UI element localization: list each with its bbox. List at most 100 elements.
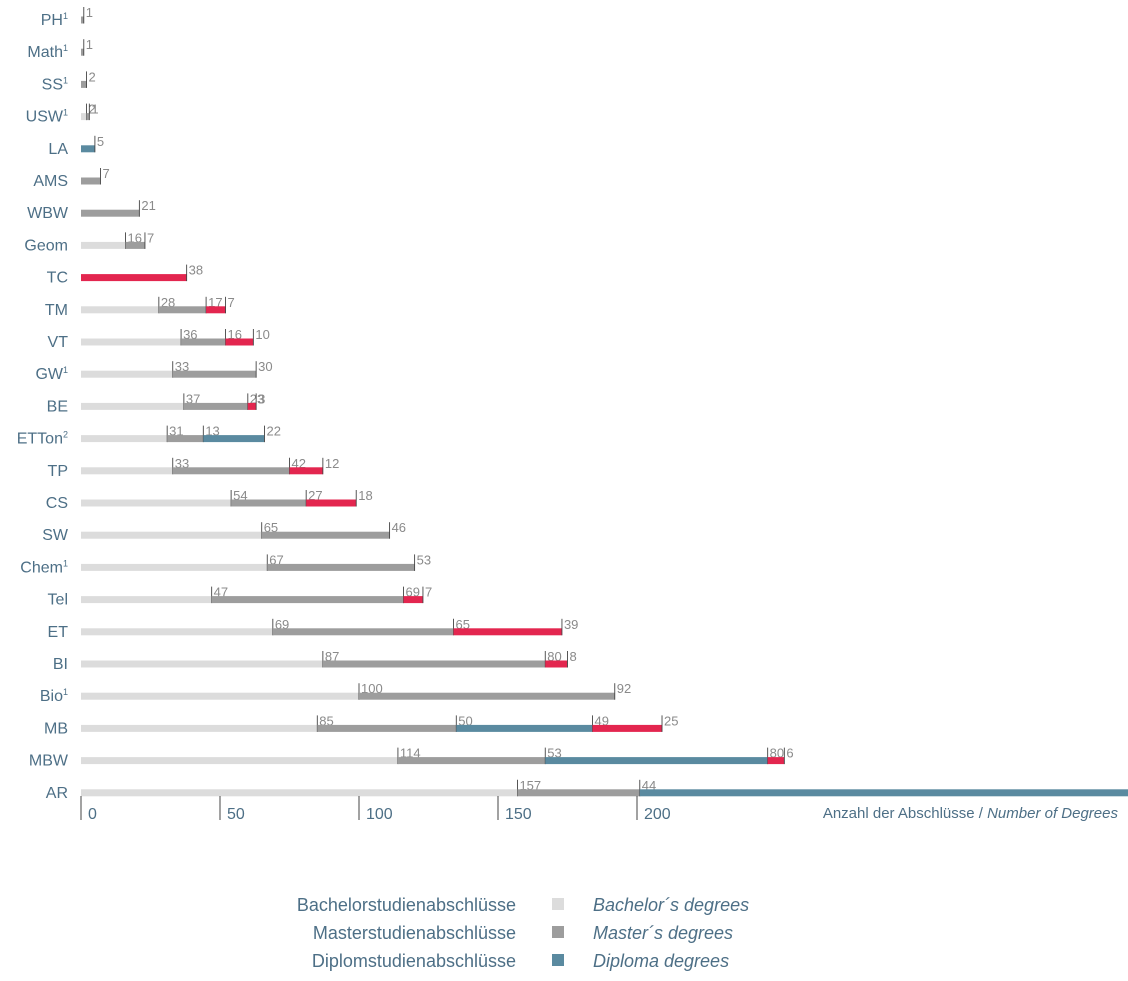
bar-segment-bachelor xyxy=(81,435,168,443)
x-tick-label: 200 xyxy=(644,806,671,823)
category-label: ET xyxy=(48,624,69,641)
category-label: AMS xyxy=(33,173,68,190)
legend-label-en: Master´s degrees xyxy=(593,923,733,943)
value-label-bachelor: 31 xyxy=(169,424,183,439)
value-label-bachelor: 65 xyxy=(264,520,278,535)
bar-segment-doctoral xyxy=(453,628,562,636)
bar-segment-bachelor xyxy=(81,467,173,475)
bar-row-ph: PH1 1 xyxy=(41,5,93,29)
value-label-doctoral: 39 xyxy=(564,617,578,632)
category-label: USW1 xyxy=(26,108,68,126)
value-label-bachelor: 47 xyxy=(214,585,228,600)
category-label: LA xyxy=(48,141,68,158)
bar-segment-bachelor xyxy=(81,724,318,732)
bar-row-usw: USW1 21 xyxy=(26,102,99,126)
value-label-diploma: 49 xyxy=(595,713,609,728)
bar-segment-master xyxy=(172,467,290,475)
value-label-bachelor: 33 xyxy=(175,456,189,471)
bar-row-etton: ETTon2 31 13 22 xyxy=(17,424,281,448)
bar-segment-bachelor xyxy=(81,563,268,571)
category-label: CS xyxy=(46,495,68,512)
category-label: TP xyxy=(48,463,68,480)
x-axis: 0 50 100 150 200 Anzahl der Abschlüsse / Numb… xyxy=(80,796,1118,823)
category-label: BE xyxy=(47,398,68,415)
value-label-bachelor: 67 xyxy=(269,552,283,567)
bar-row-chem: Chem1 67 53 xyxy=(20,552,431,576)
bar-segment-master xyxy=(317,724,457,732)
bar-segment-diploma xyxy=(81,145,95,153)
value-label-bachelor: 87 xyxy=(325,649,339,664)
bar-row-tp: TP 33 42 12 xyxy=(48,456,340,480)
value-label-master: 42 xyxy=(292,456,306,471)
bar-segment-bachelor xyxy=(81,692,359,700)
bar-row-bio: Bio1 100 92 xyxy=(40,681,631,705)
value-label-doctoral: 7 xyxy=(425,585,432,600)
value-label-master: 21 xyxy=(141,198,155,213)
value-label-master: 65 xyxy=(456,617,470,632)
value-label-master: 27 xyxy=(308,488,322,503)
value-label-master: 2 xyxy=(89,69,96,84)
bar-row-be: BE 37 233 xyxy=(47,391,266,415)
legend-label-en: Bachelor´s degrees xyxy=(593,895,749,915)
bar-segment-master xyxy=(517,789,640,797)
bar-segment-master xyxy=(211,596,404,604)
bar-row-ar: AR157442703 xyxy=(46,778,1128,802)
value-label-master: 13 xyxy=(205,424,219,439)
legend-label-en: Doctoral degrees xyxy=(593,979,730,981)
bar-segment-bachelor xyxy=(81,306,159,314)
value-label-bachelor: 36 xyxy=(183,327,197,342)
bar-segment-bachelor xyxy=(81,499,232,507)
bar-segment-diploma xyxy=(545,757,768,765)
bar-segment-bachelor xyxy=(81,241,126,249)
legend-label-de: Diplomstudienabschlüsse xyxy=(312,951,516,971)
value-label-master: 16 xyxy=(228,327,242,342)
value-label-doctoral: 12 xyxy=(325,456,339,471)
category-label: GW1 xyxy=(35,365,68,383)
value-label-bachelor: 114 xyxy=(400,746,421,761)
bar-row-vt: VT 36 16 10 xyxy=(48,327,270,351)
legend: Bachelorstudienabschlüsse Bachelor´s degr… xyxy=(291,895,749,981)
value-label-bachelor: 33 xyxy=(175,359,189,374)
legend-item: Diplomstudienabschlüsse Diploma degrees xyxy=(312,951,729,971)
legend-label-de: Bachelorstudienabschlüsse xyxy=(297,895,516,915)
bar-segment-doctoral xyxy=(225,338,254,346)
category-label: WBW xyxy=(27,205,69,222)
bar-row-geom: Geom 16 7 xyxy=(24,230,154,254)
bar-segment-master xyxy=(81,48,84,56)
bar-segment-doctoral xyxy=(403,596,423,604)
category-label: MBW xyxy=(29,753,69,770)
bar-segment-doctoral xyxy=(767,757,785,765)
value-label-master: 1 xyxy=(86,37,93,52)
bar-segment-diploma xyxy=(639,789,1128,797)
legend-label-en: Diploma degrees xyxy=(593,951,729,971)
x-tick-label: 50 xyxy=(227,806,245,823)
value-label-master: 1 xyxy=(86,5,93,20)
value-label-diploma: 22 xyxy=(266,424,280,439)
value-label-bachelor: 100 xyxy=(361,681,383,696)
bar-segment-master xyxy=(172,370,257,378)
bar-segment-master xyxy=(86,113,90,121)
value-label-doctoral: 38 xyxy=(189,263,203,278)
legend-swatch xyxy=(552,898,564,910)
category-label: Math1 xyxy=(27,43,68,61)
value-label-master: 7 xyxy=(147,230,154,245)
bar-segment-doctoral xyxy=(206,306,226,314)
x-tick-label: 150 xyxy=(505,806,532,823)
value-label-master: 30 xyxy=(258,359,272,374)
bar-segment-diploma xyxy=(456,724,593,732)
value-label-doctoral: 8 xyxy=(570,649,577,664)
legend-item: Bachelorstudienabschlüsse Bachelor´s degr… xyxy=(297,895,749,915)
bar-segment-bachelor xyxy=(81,789,518,797)
category-label: SS1 xyxy=(42,75,68,93)
bar-segment-bachelor xyxy=(81,628,273,636)
category-label: SW xyxy=(42,527,69,544)
bar-segment-bachelor xyxy=(81,660,323,668)
bar-segment-master xyxy=(183,402,248,410)
value-label-master: 80 xyxy=(547,649,561,664)
value-label-doctoral: 7 xyxy=(228,295,235,310)
category-label: Bio1 xyxy=(40,687,68,705)
legend-label-de: Masterstudienabschlüsse xyxy=(313,923,516,943)
bar-segment-master xyxy=(81,177,101,185)
value-label-master: 1 xyxy=(91,102,98,117)
bar-segment-master xyxy=(359,692,615,700)
